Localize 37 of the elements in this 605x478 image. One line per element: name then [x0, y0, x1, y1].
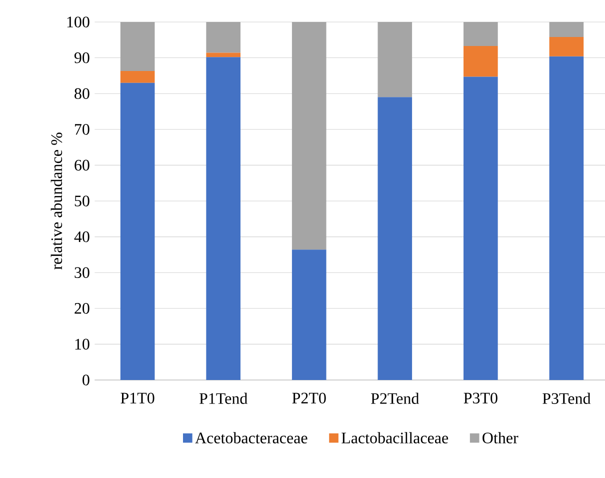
bar [206, 57, 240, 380]
bar [292, 250, 326, 380]
bar [206, 22, 240, 53]
bar [120, 71, 155, 83]
bar [120, 82, 155, 380]
bar [120, 22, 155, 72]
bar [549, 22, 584, 38]
x-tick-label: P2Tend [371, 392, 420, 404]
bar [206, 52, 240, 58]
legend-label: Acetobacteraceae [195, 432, 308, 444]
y-tick-label: 60 [74, 160, 90, 171]
y-tick-label: 50 [74, 196, 90, 206]
x-tick-label: P2T0 [292, 392, 326, 404]
x-tick-label: P3T0 [464, 392, 498, 404]
bar [464, 22, 498, 46]
y-tick-label: 70 [75, 124, 90, 135]
y-axis-title: relative abundance % [50, 132, 62, 270]
bar [549, 37, 584, 56]
x-tick-label: P1T0 [120, 392, 154, 404]
legend-label: Lactobacillaceae [342, 432, 448, 444]
bar [378, 22, 412, 98]
y-tick-label: 20 [74, 302, 90, 314]
y-tick-label: 0 [82, 374, 90, 386]
y-tick-label: 100 [67, 16, 90, 28]
y-tick-label: 90 [74, 52, 90, 64]
x-tick-label: P1Tend [199, 392, 248, 404]
legend-label: Other [482, 432, 518, 444]
y-tick-label: 40 [74, 231, 90, 242]
bar [464, 46, 498, 77]
bar [464, 76, 498, 380]
x-tick-label: P3Tend [542, 392, 591, 404]
y-tick-label: 80 [74, 88, 90, 99]
y-tick-label: 30 [74, 267, 90, 278]
bar [549, 56, 584, 380]
y-tick-label: 10 [75, 338, 90, 350]
bar [378, 97, 412, 380]
bar [292, 22, 326, 250]
